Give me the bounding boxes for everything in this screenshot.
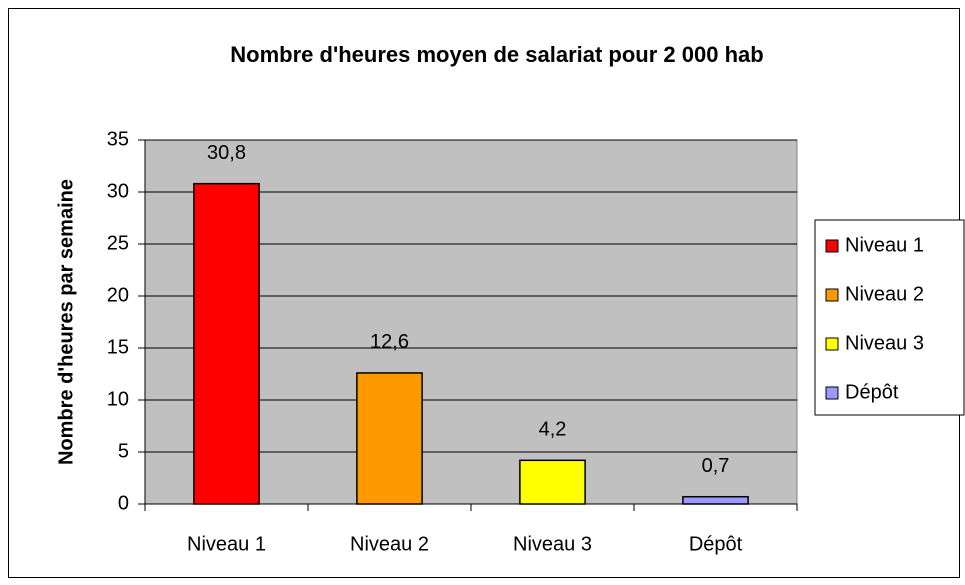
y-tick-label: 5 xyxy=(118,440,129,462)
bar xyxy=(519,459,586,505)
y-tick-label: 30 xyxy=(107,180,129,202)
x-tick-label: Niveau 1 xyxy=(187,533,266,555)
x-tick-label: Niveau 3 xyxy=(513,533,592,555)
legend-swatch xyxy=(825,288,839,302)
legend-swatch xyxy=(825,386,839,400)
legend-box xyxy=(814,219,965,416)
legend-swatch xyxy=(825,239,839,253)
legend-label: Niveau 2 xyxy=(845,283,924,305)
y-tick-label: 15 xyxy=(107,336,129,358)
bar xyxy=(193,182,260,505)
chart-title: Nombre d'heures moyen de salariat pour 2… xyxy=(230,42,763,67)
legend-label: Niveau 3 xyxy=(845,332,924,354)
y-tick-label: 10 xyxy=(107,388,129,410)
value-label: 0,7 xyxy=(702,455,730,477)
value-label: 4,2 xyxy=(539,419,567,441)
value-label: 12,6 xyxy=(370,331,409,353)
y-tick-label: 0 xyxy=(118,492,129,514)
bar xyxy=(356,372,423,505)
legend-swatch xyxy=(825,337,839,351)
legend-label: Dépôt xyxy=(845,381,899,403)
x-tick-label: Dépôt xyxy=(689,533,743,555)
value-label: 30,8 xyxy=(207,142,246,164)
y-axis-label: Nombre d'heures par semaine xyxy=(55,179,77,465)
x-tick-label: Niveau 2 xyxy=(350,533,429,555)
y-tick-label: 20 xyxy=(107,284,129,306)
y-tick-label: 35 xyxy=(107,128,129,150)
bar xyxy=(682,495,749,505)
legend-label: Niveau 1 xyxy=(845,234,924,256)
y-tick-label: 25 xyxy=(107,232,129,254)
